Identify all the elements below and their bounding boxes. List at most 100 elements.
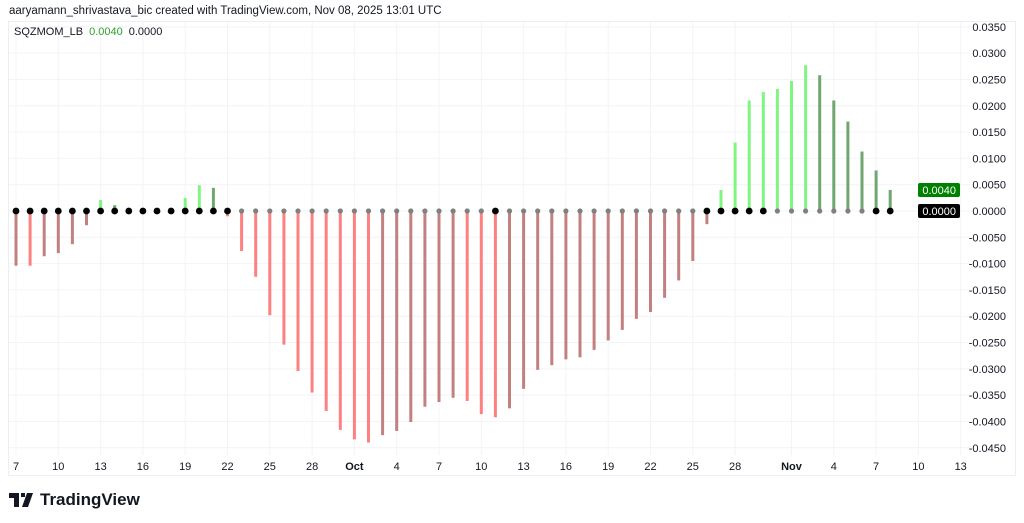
momentum-bar [183,197,187,211]
momentum-bar [747,100,751,211]
indicator-value-momentum: 0.0040 [89,26,123,38]
y-tick-label: -0.0400 [969,416,1006,428]
momentum-bar [211,187,215,211]
squeeze-dot [591,208,597,214]
squeeze-dot [563,208,569,214]
momentum-bar [409,211,413,423]
squeeze-dot [506,208,513,214]
tradingview-logo[interactable]: TradingView [9,490,140,510]
momentum-bar [663,211,667,298]
price-label-zero: 0.0000 [922,206,956,218]
x-tick-label: 25 [687,461,699,473]
squeeze-dot [647,208,654,214]
attribution-text: aaryamann_shrivastava_bic created with T… [9,5,442,17]
squeeze-dot [521,208,527,214]
momentum-bar [56,211,60,254]
squeeze-dot [210,207,217,215]
tradingview-logo-text: TradingView [40,490,140,509]
momentum-bar [70,211,74,245]
momentum-bar [465,211,469,401]
momentum-bar [522,211,526,389]
squeeze-dot [436,208,442,214]
x-tick-label: 28 [729,461,741,473]
squeeze-dot [408,208,414,214]
squeeze-dot [40,207,48,215]
momentum-bar [536,211,540,370]
squeeze-dot [97,207,104,215]
squeeze-dot [745,207,753,215]
y-tick-label: 0.0100 [972,153,1006,165]
squeeze-dot [295,208,301,214]
x-tick-label: 19 [602,461,614,473]
x-tick-label: 13 [955,461,967,473]
price-label-current: 0.0040 [922,185,956,197]
x-tick-label: 19 [179,461,191,473]
squeeze-dot [619,208,625,214]
momentum-bar [691,211,695,261]
momentum-bar [818,75,822,211]
squeeze-dot [365,208,372,214]
y-tick-label: -0.0050 [969,232,1006,244]
indicator-legend[interactable]: SQZMOM_LB 0.0040 0.0000 [14,26,162,38]
momentum-bar [352,211,356,440]
momentum-bar [99,199,103,211]
x-tick-label: 7 [13,461,19,473]
squeeze-dot [224,207,231,215]
price-label-current-bg [918,182,960,197]
x-tick-label: 10 [52,461,64,473]
x-tick-label: 25 [264,461,276,473]
y-tick-label: 0.0200 [972,101,1006,113]
momentum-bar [493,211,497,418]
y-tick-label: -0.0200 [969,311,1006,323]
y-tick-label: -0.0150 [969,285,1006,297]
momentum-bar [28,211,32,266]
indicator-name: SQZMOM_LB [14,26,84,38]
y-tick-label: 0.0000 [972,206,1006,218]
x-tick-label: 4 [394,461,400,473]
squeeze-dot [535,208,541,214]
tradingview-logo-icon [9,493,33,507]
squeeze-dot [464,208,470,214]
squeeze-dot [26,207,34,215]
x-tick-label: 4 [831,461,837,473]
momentum-bar [338,211,342,430]
squeeze-dot [690,208,696,214]
squeeze-dot [831,208,837,214]
x-tick-label: 7 [436,461,442,473]
squeeze-dot [337,208,343,214]
squeeze-dot [717,207,725,215]
x-tick-label: Oct [345,461,364,473]
momentum-bar [240,211,244,251]
momentum-bar [719,189,723,211]
momentum-bar [832,100,836,211]
squeeze-dot [492,207,499,215]
momentum-bar [381,211,385,436]
momentum-bar [705,211,709,225]
x-tick-label: 28 [306,461,318,473]
chart-frame [8,21,1016,476]
momentum-bar [775,88,779,211]
momentum-bar [197,185,201,211]
x-tick-label: 16 [137,461,149,473]
squeeze-dot [239,208,245,214]
squeeze-dot [253,208,259,214]
y-tick-label: 0.0250 [972,74,1006,86]
squeeze-dot [703,207,711,215]
momentum-bar [874,170,878,211]
squeeze-dot [54,207,62,215]
y-tick-label: 0.0350 [972,22,1006,34]
momentum-bar [649,211,652,313]
squeeze-dot [181,207,189,215]
squeeze-dot [267,208,273,214]
squeeze-dot [886,207,894,215]
momentum-bar [367,211,370,443]
squeeze-dot [478,208,484,214]
squeeze-dot [281,208,287,214]
momentum-bar [324,211,328,411]
momentum-bar [606,211,610,341]
squeeze-dot [111,207,119,215]
squeeze-dot [323,208,329,214]
squeeze-dot [450,208,456,214]
squeeze-dot [731,207,739,215]
